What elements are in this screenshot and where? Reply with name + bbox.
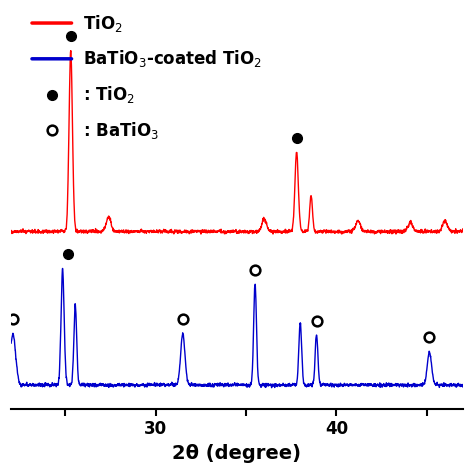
Text: TiO$_2$: TiO$_2$	[83, 12, 123, 34]
X-axis label: 2θ (degree): 2θ (degree)	[173, 444, 301, 463]
Text: : TiO$_2$: : TiO$_2$	[83, 84, 136, 105]
Text: : BaTiO$_3$: : BaTiO$_3$	[83, 120, 160, 141]
Text: BaTiO$_3$-coated TiO$_2$: BaTiO$_3$-coated TiO$_2$	[83, 48, 263, 69]
